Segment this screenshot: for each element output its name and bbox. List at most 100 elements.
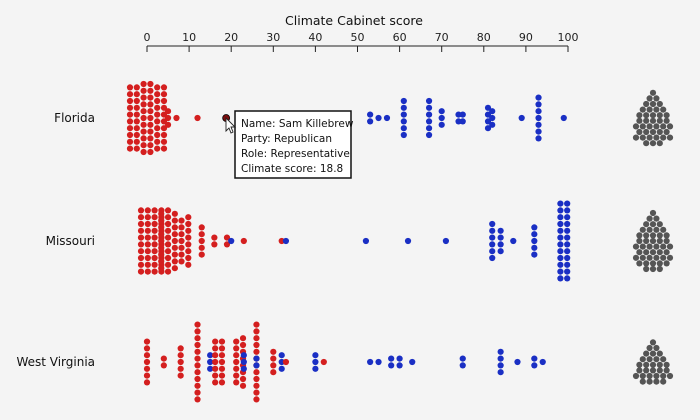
unscored-point[interactable] [663,249,670,256]
republican-point[interactable] [160,111,168,118]
democrat-point[interactable] [489,248,496,255]
republican-point[interactable] [185,248,192,255]
democrat-point[interactable] [400,118,407,125]
unscored-point[interactable] [656,117,663,124]
unscored-point[interactable] [632,134,640,141]
republican-point[interactable] [126,97,134,105]
democrat-point[interactable] [459,362,466,369]
democrat-point[interactable] [564,214,571,221]
republican-point[interactable] [164,268,172,275]
republican-point[interactable] [270,355,277,362]
republican-point[interactable] [194,355,201,362]
unscored-point[interactable] [660,123,667,130]
republican-point[interactable] [198,224,205,231]
republican-point[interactable] [160,138,168,145]
democrat-point[interactable] [557,261,564,268]
unscored-point[interactable] [639,254,646,261]
republican-point[interactable] [198,244,205,251]
democrat-point[interactable] [489,241,496,248]
republican-point[interactable] [147,87,154,94]
republican-point[interactable] [164,234,172,241]
republican-point[interactable] [154,138,161,145]
unscored-point[interactable] [639,106,646,113]
unscored-point[interactable] [656,265,663,273]
republican-point[interactable] [164,121,172,128]
republican-point[interactable] [137,254,145,262]
republican-point[interactable] [253,369,260,376]
unscored-point[interactable] [643,350,650,357]
democrat-point[interactable] [557,241,564,248]
republican-point[interactable] [253,375,260,383]
unscored-point[interactable] [636,361,643,368]
republican-point[interactable] [160,104,168,111]
democrat-point[interactable] [425,97,433,105]
republican-point[interactable] [144,268,151,275]
democrat-point[interactable] [564,275,571,282]
republican-point[interactable] [151,234,158,241]
republican-point[interactable] [164,207,172,214]
unscored-point[interactable] [636,249,643,256]
unscored-point[interactable] [632,243,640,250]
unscored-point[interactable] [663,117,670,124]
unscored-point[interactable] [653,243,660,250]
republican-point[interactable] [185,261,192,268]
unscored-point[interactable] [653,378,660,385]
unscored-point[interactable] [656,361,663,368]
unscored-point[interactable] [646,344,653,352]
republican-point[interactable] [140,135,147,142]
republican-point[interactable] [218,345,226,352]
republican-point[interactable] [253,382,260,389]
unscored-point[interactable] [639,226,646,233]
republican-point[interactable] [151,248,158,255]
unscored-point[interactable] [666,243,674,250]
republican-point[interactable] [177,345,184,352]
unscored-point[interactable] [639,123,646,130]
unscored-point[interactable] [649,260,657,267]
unscored-point[interactable] [643,221,650,228]
democrat-point[interactable] [375,358,382,366]
democrat-point[interactable] [438,121,445,128]
democrat-point[interactable] [484,104,492,111]
unscored-point[interactable] [653,226,660,233]
republican-point[interactable] [270,362,277,369]
republican-point[interactable] [233,365,240,372]
republican-point[interactable] [185,227,192,234]
unscored-point[interactable] [656,260,663,267]
republican-point[interactable] [133,131,140,139]
republican-point[interactable] [158,210,165,217]
republican-point[interactable] [240,237,247,245]
unscored-point[interactable] [653,356,660,363]
unscored-point[interactable] [663,128,670,136]
republican-point[interactable] [160,118,168,125]
republican-point[interactable] [218,352,226,359]
democrat-point[interactable] [438,114,445,122]
republican-point[interactable] [158,224,165,231]
republican-point[interactable] [140,114,147,122]
unscored-point[interactable] [643,128,650,136]
republican-point[interactable] [198,237,205,245]
democrat-point[interactable] [400,125,407,132]
unscored-point[interactable] [660,378,667,385]
democrat-point[interactable] [564,200,571,207]
republican-point[interactable] [126,118,134,125]
democrat-point[interactable] [531,224,538,231]
republican-point[interactable] [126,138,134,145]
republican-point[interactable] [160,355,167,362]
democrat-point[interactable] [388,362,395,369]
republican-point[interactable] [137,220,145,228]
unscored-point[interactable] [643,265,650,273]
republican-point[interactable] [194,341,201,349]
unscored-point[interactable] [660,356,667,363]
republican-point[interactable] [160,97,168,105]
republican-point[interactable] [140,148,147,156]
republican-point[interactable] [133,97,140,105]
democrat-point[interactable] [240,358,247,366]
democrat-point[interactable] [207,358,214,366]
republican-point[interactable] [133,145,140,152]
unscored-point[interactable] [653,134,660,141]
democrat-point[interactable] [535,135,542,142]
democrat-point[interactable] [497,234,504,241]
republican-point[interactable] [223,241,231,248]
republican-point[interactable] [137,248,145,255]
republican-point[interactable] [233,358,240,366]
